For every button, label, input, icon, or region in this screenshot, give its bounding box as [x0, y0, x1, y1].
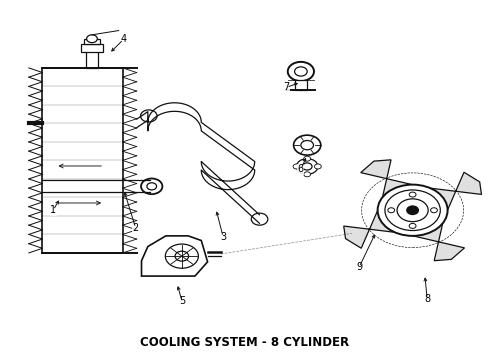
- Circle shape: [315, 164, 321, 169]
- Text: 9: 9: [356, 262, 362, 272]
- Bar: [294, 80, 307, 90]
- Circle shape: [407, 206, 418, 215]
- Text: 6: 6: [298, 164, 304, 174]
- Circle shape: [431, 208, 438, 213]
- Circle shape: [87, 35, 98, 42]
- Circle shape: [378, 185, 447, 236]
- Circle shape: [304, 156, 311, 161]
- Circle shape: [304, 172, 311, 177]
- Circle shape: [409, 192, 416, 197]
- Circle shape: [388, 208, 394, 213]
- Text: 8: 8: [424, 294, 430, 304]
- Text: 4: 4: [121, 35, 126, 44]
- Text: COOLING SYSTEM - 8 CYLINDER: COOLING SYSTEM - 8 CYLINDER: [141, 337, 349, 350]
- Polygon shape: [413, 223, 465, 261]
- Text: 3: 3: [220, 232, 226, 242]
- Text: 1: 1: [50, 205, 56, 215]
- Polygon shape: [343, 210, 395, 248]
- Polygon shape: [361, 160, 413, 198]
- Text: 2: 2: [133, 223, 139, 233]
- Circle shape: [175, 251, 189, 261]
- Bar: [86, 49, 98, 68]
- Bar: [43, 68, 122, 253]
- Bar: [81, 44, 103, 52]
- Circle shape: [409, 224, 416, 228]
- Bar: [84, 39, 100, 44]
- Text: 5: 5: [179, 296, 185, 306]
- Polygon shape: [430, 172, 482, 210]
- Text: 7: 7: [283, 82, 290, 93]
- Circle shape: [293, 164, 300, 169]
